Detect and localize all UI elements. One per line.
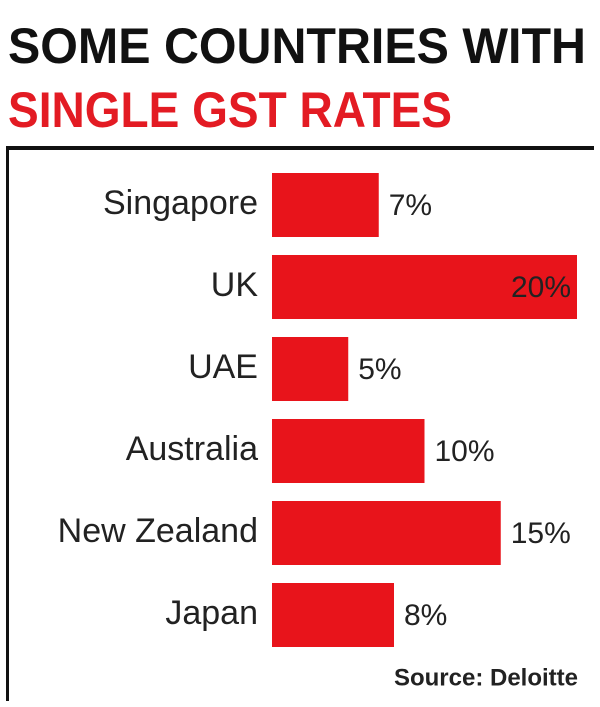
bar <box>272 337 349 401</box>
category-label: Australia <box>126 430 258 468</box>
value-label: 8% <box>404 599 447 632</box>
bar <box>272 419 425 483</box>
value-label: 20% <box>511 271 571 304</box>
bar <box>272 583 394 647</box>
value-label: 15% <box>511 517 571 550</box>
bar <box>272 173 379 237</box>
value-label: 5% <box>358 353 401 386</box>
category-label: Japan <box>165 594 258 632</box>
chart-title: SOME COUNTRIES WITH <box>8 18 586 74</box>
category-label: Singapore <box>103 184 258 222</box>
category-label: New Zealand <box>58 512 258 550</box>
chart-title: SINGLE GST RATES <box>8 82 452 138</box>
category-label: UK <box>211 266 259 304</box>
frame-edge <box>6 146 9 701</box>
value-label: 10% <box>435 435 495 468</box>
divider <box>6 146 594 150</box>
bar <box>272 255 577 319</box>
category-label: UAE <box>188 348 258 386</box>
value-label: 7% <box>389 189 432 222</box>
bar <box>272 501 501 565</box>
source: Source: Deloitte <box>394 664 578 691</box>
